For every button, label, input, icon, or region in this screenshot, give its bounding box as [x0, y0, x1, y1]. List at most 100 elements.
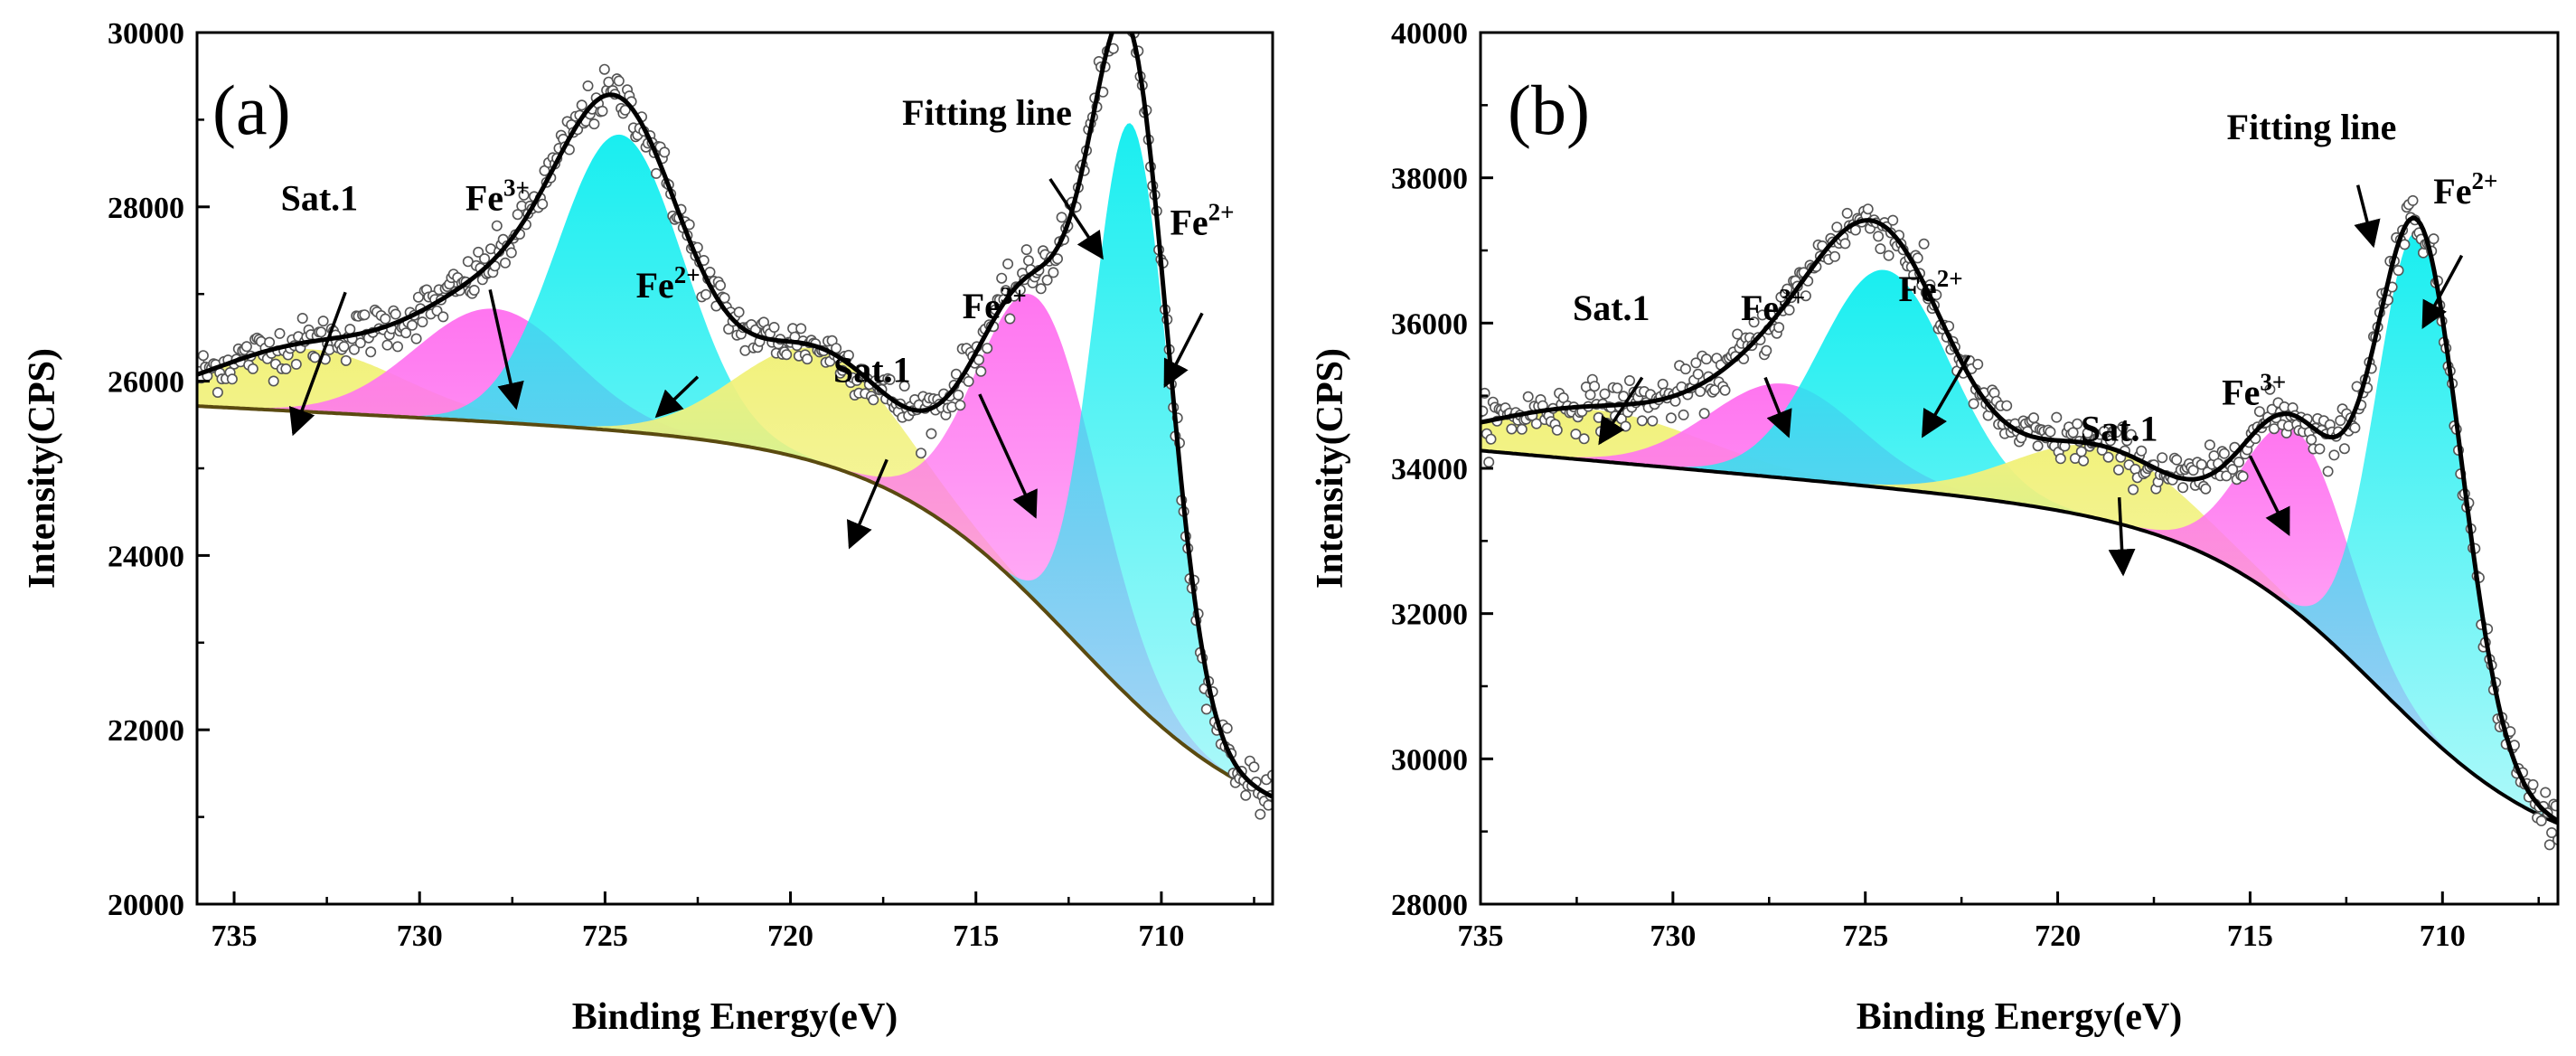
data-point — [491, 220, 503, 231]
data-point — [1620, 420, 1631, 432]
peak-area-sat1_low — [197, 347, 1273, 798]
data-point — [1530, 418, 1542, 429]
data-point — [1516, 423, 1528, 435]
data-point — [1551, 424, 1563, 436]
data-point — [1761, 344, 1772, 356]
data-point — [597, 105, 608, 117]
data-point — [1698, 408, 1710, 420]
data-point — [2543, 839, 2555, 851]
data-point — [1240, 789, 1252, 801]
x-tick-label: 720 — [767, 919, 813, 953]
data-point — [1912, 252, 1923, 264]
data-point — [1106, 10, 1115, 19]
data-point — [781, 349, 793, 361]
data-point — [613, 75, 625, 87]
data-point — [380, 313, 391, 325]
background-line — [197, 404, 1273, 799]
data-point — [2253, 406, 2265, 418]
data-point — [2054, 453, 2066, 465]
data-point — [2195, 458, 2207, 470]
data-point — [537, 198, 549, 210]
data-point — [2136, 445, 2148, 457]
data-point — [963, 375, 974, 387]
data-point — [1123, 14, 1133, 24]
x-tick-label: 715 — [953, 919, 999, 953]
data-point — [344, 324, 356, 335]
data-point — [1748, 316, 1760, 328]
data-point — [2045, 426, 2056, 438]
data-point — [505, 247, 517, 259]
data-point — [2393, 265, 2404, 277]
x-axis-title: Binding Energy(eV) — [572, 996, 898, 1038]
data-point — [1117, 15, 1126, 24]
data-point — [1800, 290, 1811, 302]
data-point — [381, 339, 393, 351]
data-point — [1692, 368, 1704, 380]
data-point — [700, 288, 711, 300]
data-point — [2322, 466, 2334, 477]
annotation-arrow — [1922, 354, 1971, 438]
y-tick-label: 24000 — [108, 540, 184, 573]
y-axis-title: Intensity(CPS) — [1310, 348, 1351, 589]
data-point — [2546, 826, 2558, 838]
y-tick-label: 26000 — [108, 366, 184, 400]
data-point — [2171, 454, 2183, 466]
y-tick-label: 36000 — [1391, 307, 1468, 341]
y-tick-label: 40000 — [1391, 17, 1468, 51]
data-point — [1113, 4, 1122, 13]
data-point — [975, 365, 987, 377]
data-point — [1035, 283, 1047, 295]
data-point — [338, 341, 350, 353]
data-point — [1121, 14, 1130, 24]
data-point — [2177, 482, 2189, 494]
y-tick-label: 28000 — [108, 192, 184, 225]
data-point — [1052, 253, 1064, 265]
data-point — [197, 350, 209, 362]
annotation-label: Fitting line — [902, 92, 1072, 133]
data-point — [1841, 207, 1853, 219]
data-point — [926, 428, 937, 439]
data-point — [1690, 357, 1702, 369]
data-point — [1119, 13, 1128, 22]
data-point — [1883, 250, 1894, 261]
chart-panel-b: 735 730 725 720 715 710 28000 30000 32000 34000 36… — [1310, 17, 2560, 1038]
data-point — [2051, 411, 2063, 423]
annotation-label: Fe3+ — [1741, 284, 1805, 328]
annotation-arrow — [288, 291, 347, 437]
data-point — [2227, 464, 2239, 476]
data-point — [2102, 451, 2114, 463]
data-point — [2349, 422, 2361, 434]
data-point — [2128, 484, 2139, 495]
data-point — [2338, 443, 2350, 455]
data-point — [479, 253, 491, 265]
x-tick-label: 720 — [2035, 919, 2081, 953]
data-point — [2306, 434, 2317, 446]
data-point — [2113, 464, 2125, 476]
data-point — [290, 358, 302, 370]
data-point — [2550, 800, 2558, 812]
data-point — [296, 312, 308, 324]
y-tick-label: 30000 — [108, 17, 184, 51]
annotation-arrow — [2248, 455, 2290, 536]
data-point — [1584, 389, 1596, 401]
x-tick-label: 710 — [2420, 919, 2466, 953]
data-point — [2117, 421, 2129, 433]
data-point — [1221, 722, 1233, 734]
data-point — [2204, 439, 2215, 451]
data-point — [954, 400, 966, 411]
data-point — [2078, 455, 2090, 467]
data-point — [1839, 238, 1851, 250]
data-point — [1887, 214, 1899, 226]
data-point — [1782, 283, 1793, 295]
data-point — [2328, 449, 2340, 461]
data-point — [842, 349, 854, 361]
data-point — [1783, 304, 1795, 316]
data-point — [1522, 391, 1534, 402]
data-point — [733, 306, 745, 318]
peak-area-fe3_low — [197, 294, 1273, 798]
data-point — [309, 352, 321, 363]
data-point — [588, 118, 600, 130]
data-point — [1578, 433, 1590, 445]
data-point — [1056, 212, 1067, 223]
